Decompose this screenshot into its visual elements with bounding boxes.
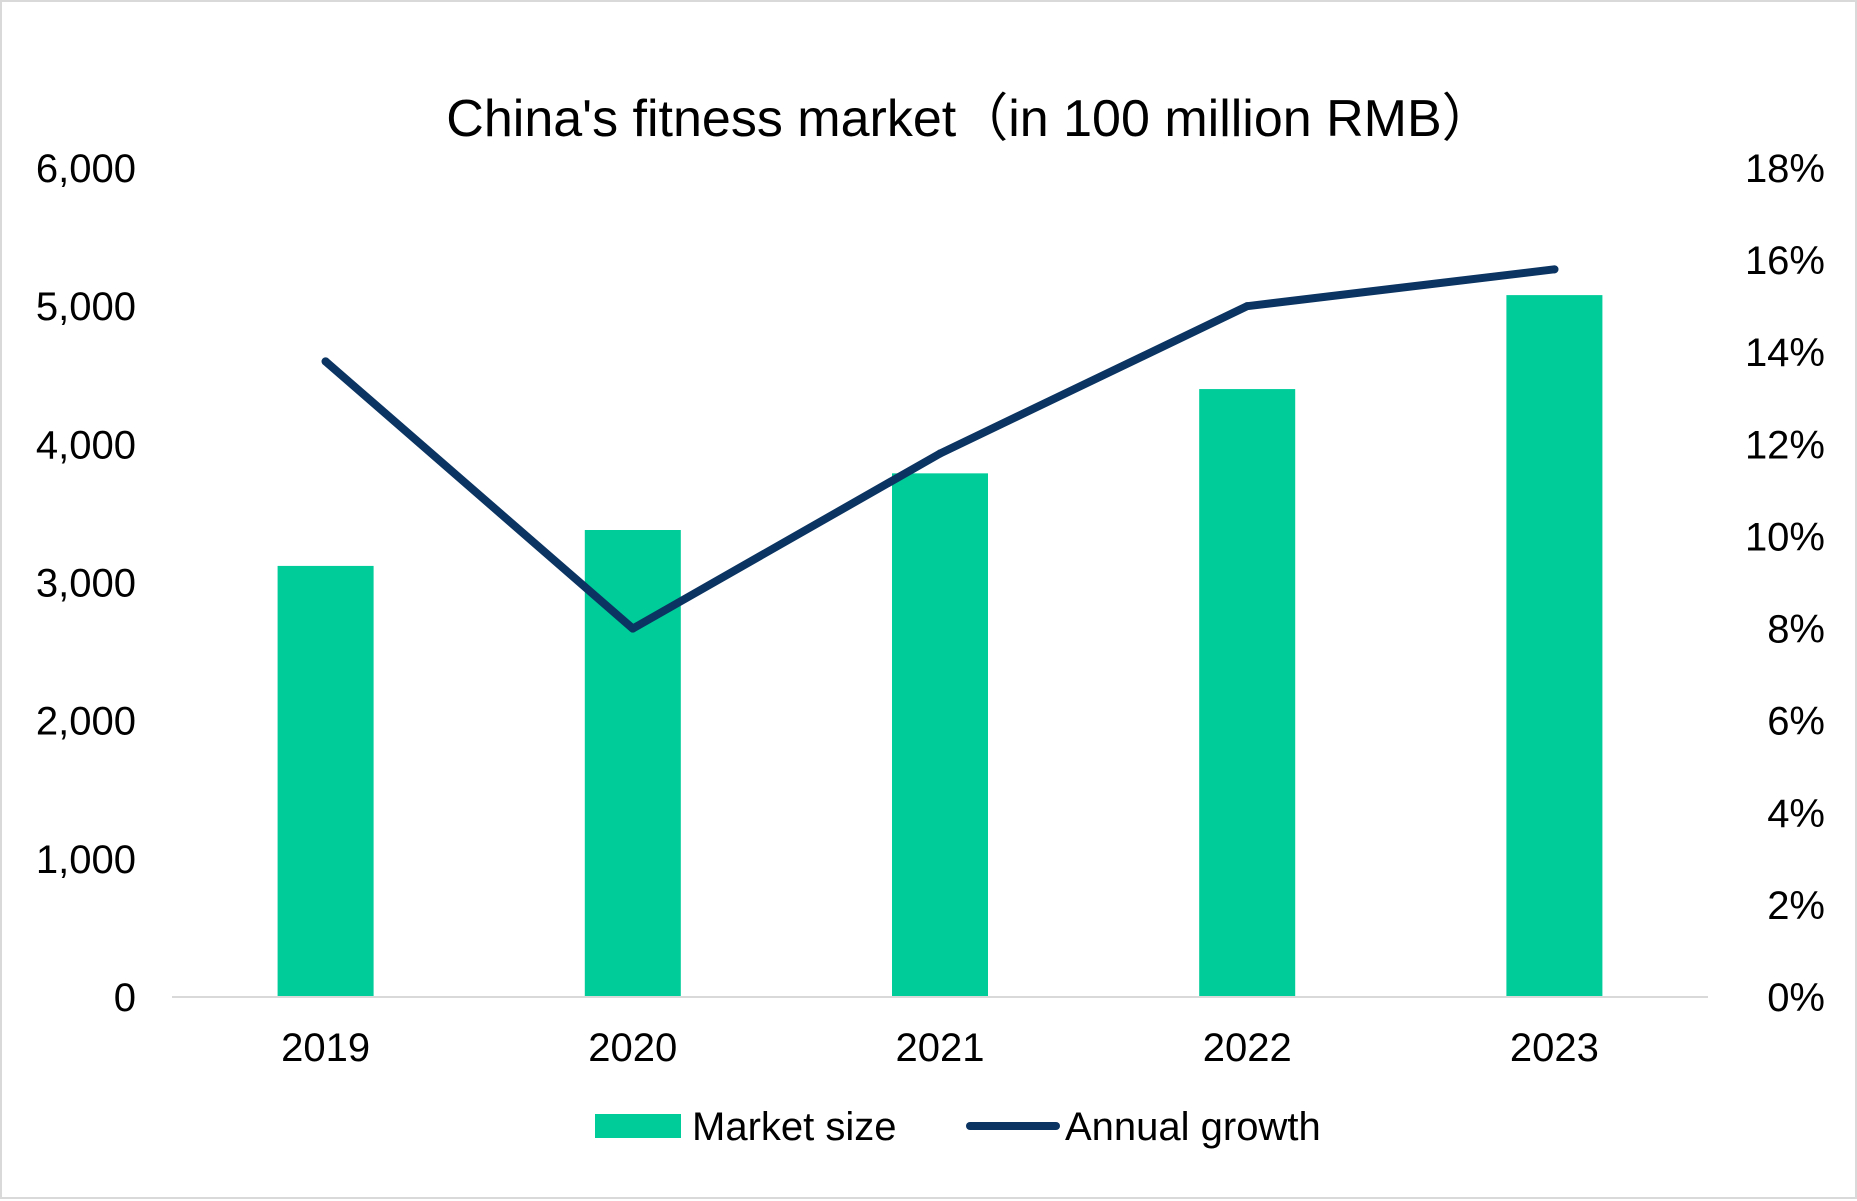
line-point-annual-growth — [628, 624, 637, 633]
bar-market-size — [1506, 295, 1603, 997]
bar-series — [277, 295, 1603, 998]
left-axis-tick-label: 1,000 — [36, 838, 136, 882]
legend-label-market-size: Market size — [692, 1105, 897, 1149]
right-axis-ticks: 0% 2% 4% 6% 8% 10% 12% 14% 16% 18% — [1745, 147, 1825, 1020]
line-series — [321, 265, 1559, 633]
left-axis-tick-label: 3,000 — [36, 562, 136, 606]
right-axis-tick-label: 16% — [1745, 239, 1825, 283]
legend-swatch-market-size — [595, 1114, 681, 1138]
x-axis-tick-label: 2020 — [588, 1026, 677, 1070]
right-axis-tick-label: 0% — [1767, 976, 1825, 1020]
bar-market-size — [892, 473, 988, 997]
right-axis-tick-label: 10% — [1745, 515, 1825, 559]
x-axis-tick-label: 2022 — [1203, 1026, 1292, 1070]
right-axis-tick-label: 18% — [1745, 147, 1825, 191]
left-axis-tick-label: 6,000 — [36, 147, 136, 191]
chart-title: China's fitness market（in 100 million RM… — [446, 90, 1493, 148]
bar-market-size — [1199, 389, 1296, 998]
line-point-annual-growth — [321, 357, 330, 366]
line-point-annual-growth — [1550, 265, 1559, 274]
left-axis-tick-label: 2,000 — [36, 700, 136, 744]
right-axis-tick-label: 6% — [1767, 700, 1825, 744]
x-axis-tick-label: 2023 — [1510, 1026, 1599, 1070]
x-axis-ticks: 2019 2020 2021 2022 2023 — [281, 1026, 1599, 1070]
left-axis-tick-label: 5,000 — [36, 285, 136, 329]
line-point-annual-growth — [1243, 302, 1252, 311]
bar-market-size — [277, 565, 374, 997]
legend-label-annual-growth: Annual growth — [1065, 1105, 1321, 1149]
right-axis-tick-label: 2% — [1767, 884, 1825, 928]
left-axis-tick-label: 0 — [114, 976, 136, 1020]
x-axis-tick-label: 2019 — [281, 1026, 370, 1070]
x-axis-tick-label: 2021 — [896, 1026, 985, 1070]
right-axis-tick-label: 12% — [1745, 423, 1825, 467]
right-axis-tick-label: 8% — [1767, 608, 1825, 652]
legend: Market size Annual growth — [595, 1105, 1321, 1149]
line-point-annual-growth — [936, 449, 944, 458]
right-axis-tick-label: 14% — [1745, 331, 1825, 375]
left-axis-ticks: 0 1,000 2,000 3,000 4,000 5,000 6,000 — [36, 147, 136, 1020]
left-axis-tick-label: 4,000 — [36, 423, 136, 467]
right-axis-tick-label: 4% — [1767, 792, 1825, 836]
